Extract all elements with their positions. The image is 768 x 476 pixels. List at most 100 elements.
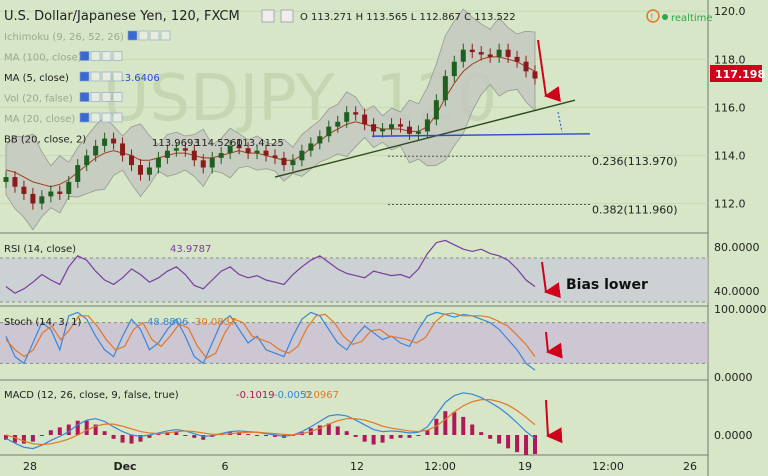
candle-body <box>39 196 45 204</box>
candle-body <box>433 100 439 120</box>
x-tick-label: 6 <box>222 460 229 473</box>
x-axis-labels: 28 Dec 6 12 12:00 19 12:00 26 <box>23 460 697 473</box>
macd-hist-bar <box>344 431 349 435</box>
macd-hist-bar <box>317 425 322 435</box>
macd-hist-bar <box>452 412 457 435</box>
macd-hist-bar <box>246 434 251 436</box>
trendlines[interactable] <box>274 99 591 178</box>
price-candles <box>3 43 538 210</box>
y-tick-label: 40.0000 <box>714 285 760 298</box>
indicator-control-icon <box>79 71 90 82</box>
candle-body <box>137 165 143 175</box>
indicator-control-icon <box>79 51 90 61</box>
macd-hist-bar <box>362 435 367 442</box>
y-tick-label: 118.0 <box>714 53 746 66</box>
y-tick-label: 120.0 <box>714 5 746 18</box>
candle-body <box>523 61 529 72</box>
x-tick-label: 12 <box>350 460 364 473</box>
macd-hist-bar <box>4 435 8 440</box>
chart-header: U.S. Dollar/Japanese Yen, 120, FXCM O 11… <box>4 9 713 24</box>
candle-body <box>451 61 457 77</box>
macd-hist-value: -0.1019 <box>236 390 275 401</box>
eye-icon[interactable] <box>261 9 275 23</box>
down-arrow-price <box>537 39 561 102</box>
macd-hist-bar <box>335 426 340 435</box>
candle-body <box>227 145 233 154</box>
indicator-control-icon <box>112 92 123 102</box>
candle-body <box>532 71 538 79</box>
indicator-control-icon <box>112 112 123 123</box>
candle-body <box>254 150 260 154</box>
candle-body <box>272 155 278 158</box>
macd-hist-bar <box>524 435 529 455</box>
indicator-control-icon <box>127 30 138 41</box>
candle-body <box>102 138 108 146</box>
macd-hist-bar <box>407 435 412 438</box>
macd-hist-bar <box>389 435 394 439</box>
candle-body <box>129 155 135 166</box>
candle-body <box>299 150 305 161</box>
candle-body <box>317 136 323 144</box>
indicator-value: 113.6406 <box>112 73 160 84</box>
candle-body <box>30 193 36 204</box>
fib-level-label: 0.236(113.970) <box>592 155 678 168</box>
candle-body <box>245 148 251 154</box>
y-tick-label: 0.0000 <box>714 429 753 442</box>
y-tick-label: 100.0000 <box>714 303 767 316</box>
macd-hist-bar <box>497 435 502 444</box>
candle-body <box>308 143 314 151</box>
x-tick-label: 28 <box>23 460 37 473</box>
candle-body <box>362 114 368 125</box>
y-tick-label: 0.0000 <box>714 371 753 384</box>
candle-body <box>424 119 430 132</box>
macd-value: -0.0052 <box>274 390 313 401</box>
macd-hist-bar <box>398 435 403 438</box>
macd-hist-bar <box>192 435 197 438</box>
candle-body <box>406 126 412 134</box>
symbol-title: U.S. Dollar/Japanese Yen, 120, FXCM <box>4 9 240 24</box>
macd-hist-bar <box>84 420 89 435</box>
candle-body <box>281 157 287 166</box>
rsi-plot <box>0 239 708 303</box>
candle-body <box>442 76 448 101</box>
candle-body <box>164 150 170 158</box>
down-arrow-macd <box>545 399 563 444</box>
y-tick-label: 80.0000 <box>714 241 760 254</box>
macd-hist-bar <box>30 435 35 442</box>
candle-body <box>21 186 27 194</box>
macd-hist-bar <box>57 427 62 435</box>
down-arrow-stoch <box>545 331 563 359</box>
indicator-control-icon <box>90 112 101 123</box>
settings-icon[interactable] <box>280 9 294 23</box>
macd-hist-bar <box>515 435 520 453</box>
macd-hist-bar <box>183 435 188 436</box>
x-tick-label: Dec <box>113 460 136 473</box>
candle-body <box>200 160 206 168</box>
candle-body <box>505 49 511 57</box>
alert-icon[interactable] <box>646 9 660 23</box>
macd-hist-bar <box>156 434 161 436</box>
candle-body <box>263 150 269 156</box>
series-line <box>5 311 536 371</box>
indicator-legend[interactable]: Ichimoku (9, 26, 52, 26) MA (100, close) M… <box>4 30 171 146</box>
macd-hist-bar <box>443 411 448 435</box>
indicator-control-icon <box>79 92 90 102</box>
indicator-label: MA (100, close) <box>4 53 82 64</box>
series-line <box>5 392 536 450</box>
macd-hist-bar <box>434 418 439 435</box>
fib-levels[interactable]: 0.236(113.970) 0.382(111.960) <box>388 155 678 217</box>
series-line <box>5 312 536 359</box>
candle-body <box>389 124 395 130</box>
candle-body <box>236 145 242 149</box>
macd-hist-bar <box>237 432 242 435</box>
macd-hist-bar <box>272 435 277 437</box>
candle-body <box>487 54 493 57</box>
macd-hist-bar <box>380 435 385 443</box>
macd-label: MACD (12, 26, close, 9, false, true) <box>4 390 179 401</box>
svg-text:113.9693: 113.9693 <box>152 138 200 149</box>
candle-body <box>478 52 484 55</box>
indicator-label: BB (20, close, 2) <box>4 135 86 146</box>
bias-lower-annotation: Bias lower <box>566 277 648 293</box>
